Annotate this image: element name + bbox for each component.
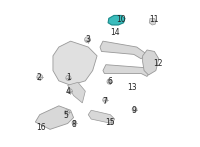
Text: 14: 14 <box>111 28 120 37</box>
Circle shape <box>132 107 137 112</box>
Polygon shape <box>100 41 147 59</box>
Polygon shape <box>103 65 150 76</box>
Circle shape <box>85 37 90 43</box>
Text: 1: 1 <box>66 73 71 82</box>
Circle shape <box>109 120 113 124</box>
Circle shape <box>107 79 112 84</box>
Polygon shape <box>143 50 159 75</box>
Text: 15: 15 <box>105 118 115 127</box>
Circle shape <box>72 121 77 125</box>
Circle shape <box>64 110 70 115</box>
Polygon shape <box>53 41 97 85</box>
Text: 9: 9 <box>131 106 136 116</box>
Text: 16: 16 <box>36 123 46 132</box>
Text: 12: 12 <box>153 59 163 69</box>
Text: 10: 10 <box>117 15 126 24</box>
Text: 4: 4 <box>66 87 71 96</box>
Circle shape <box>103 98 108 102</box>
Circle shape <box>66 75 71 81</box>
Text: 3: 3 <box>85 35 90 44</box>
Polygon shape <box>35 106 74 129</box>
Text: 6: 6 <box>107 77 112 86</box>
Text: 11: 11 <box>150 15 159 24</box>
Circle shape <box>67 89 72 94</box>
Polygon shape <box>68 82 85 103</box>
Polygon shape <box>108 15 125 25</box>
Polygon shape <box>88 110 115 123</box>
Text: 5: 5 <box>64 111 69 120</box>
Text: 7: 7 <box>103 97 108 106</box>
Text: 8: 8 <box>71 120 76 129</box>
Circle shape <box>37 74 43 80</box>
Text: 13: 13 <box>128 83 137 92</box>
Polygon shape <box>149 18 156 25</box>
Text: 2: 2 <box>37 73 41 82</box>
